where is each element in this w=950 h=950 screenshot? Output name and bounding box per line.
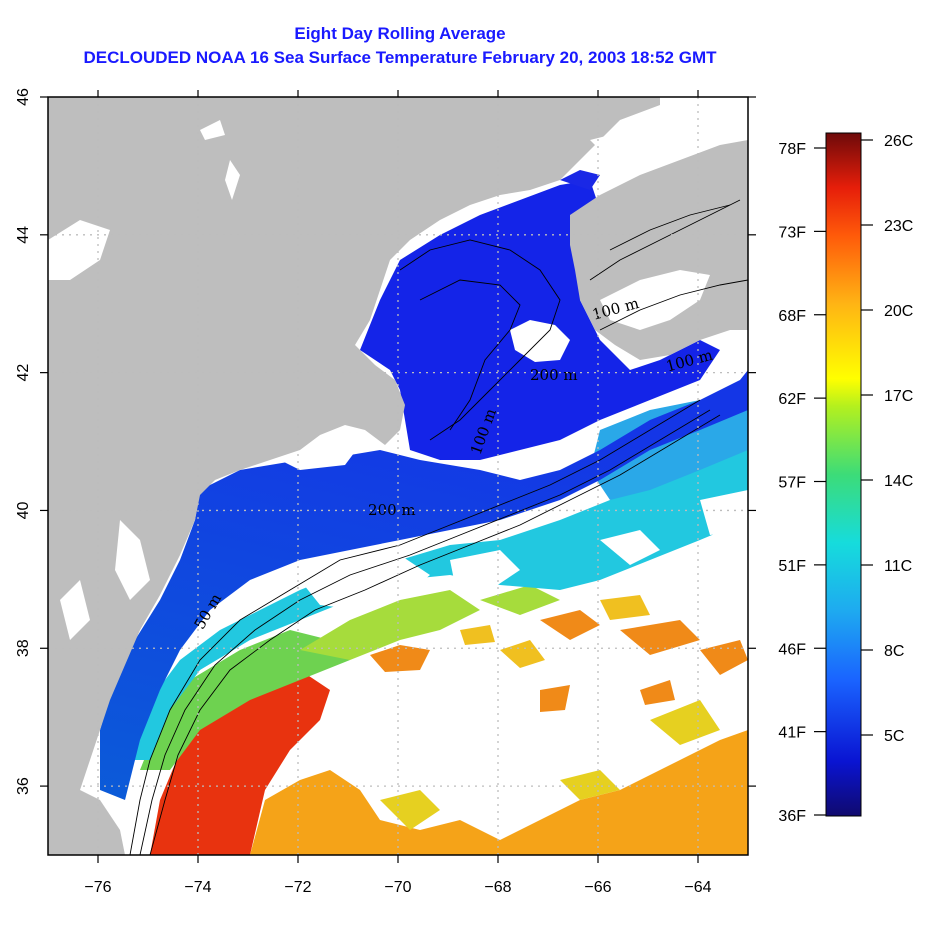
lon-tick-label: −72 (284, 879, 311, 896)
celsius-tick-label: 17C (884, 388, 913, 405)
lat-tick-label: 46 (15, 88, 32, 106)
land-mass-cape-hatteras (48, 790, 125, 855)
chart-subtitle: DECLOUDED NOAA 16 Sea Surface Temperatur… (83, 48, 717, 67)
fahrenheit-tick-label: 78F (778, 141, 806, 158)
cold-water-region (360, 180, 720, 460)
lon-tick-label: −68 (484, 879, 511, 896)
fahrenheit-tick-label: 41F (778, 725, 806, 742)
warm-water-region (380, 700, 720, 830)
lat-tick-label: 36 (15, 777, 32, 795)
warm-water-region (370, 610, 748, 712)
land-white-patch (590, 130, 710, 330)
lon-tick-label: −74 (184, 879, 211, 896)
fahrenheit-tick-label: 68F (778, 308, 806, 325)
warm-water-region (460, 595, 650, 668)
fahrenheit-tick-label: 62F (778, 391, 806, 408)
lon-tick-label: −66 (584, 879, 611, 896)
celsius-tick-label: 8C (884, 643, 904, 660)
bathymetry-contours (129, 199, 748, 855)
cloud-patch (300, 490, 748, 610)
latitude-axis: 36 38 40 42 44 46 (15, 88, 756, 795)
celsius-tick-label: 20C (884, 303, 913, 320)
warm-water-region (250, 730, 748, 855)
cloud-patch (510, 320, 570, 362)
chart-title: Eight Day Rolling Average (294, 24, 506, 43)
fahrenheit-tick-label: 36F (778, 808, 806, 825)
mid-temp-region (300, 585, 560, 660)
lon-tick-label: −76 (84, 879, 111, 896)
mid-temp-region (130, 440, 748, 760)
land-mass-us-northeast (48, 97, 660, 790)
cold-water-region (100, 370, 748, 800)
fahrenheit-tick-label: 46F (778, 641, 806, 658)
map-grid (48, 97, 748, 855)
lon-tick-label: −70 (384, 879, 411, 896)
celsius-tick-label: 14C (884, 473, 913, 490)
warm-water-region (150, 670, 330, 855)
lat-tick-label: 40 (15, 501, 32, 519)
fahrenheit-tick-label: 73F (778, 224, 806, 241)
celsius-tick-label: 11C (884, 558, 912, 575)
celsius-tick-label: 26C (884, 133, 913, 150)
land-white-patch (48, 120, 360, 640)
lon-tick-label: −64 (684, 879, 711, 896)
lat-tick-label: 42 (15, 364, 32, 382)
lat-tick-label: 44 (15, 226, 32, 244)
colorbar-scale (825, 132, 862, 817)
fahrenheit-tick-label: 57F (778, 475, 806, 492)
celsius-tick-label: 23C (884, 218, 913, 235)
fahrenheit-tick-label: 51F (778, 558, 806, 575)
contour-label: 200 m (530, 366, 578, 384)
celsius-tick-label: 5C (884, 728, 904, 745)
longitude-axis: −76 −74 −72 −70 −68 −66 −64 (84, 90, 712, 896)
lat-tick-label: 38 (15, 639, 32, 657)
